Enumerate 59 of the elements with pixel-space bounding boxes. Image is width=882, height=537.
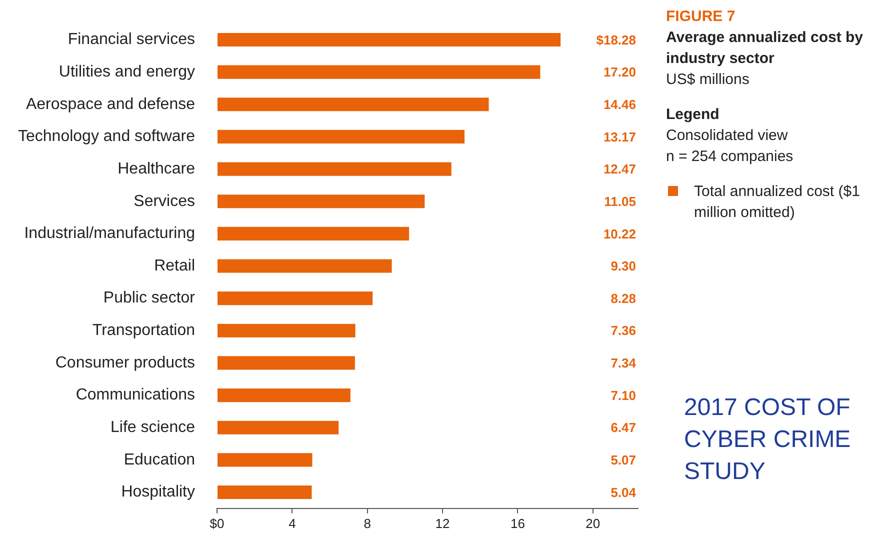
y-tick-label: Industrial/manufacturing bbox=[24, 225, 195, 242]
bar bbox=[218, 324, 356, 338]
bar bbox=[218, 130, 465, 144]
bar bbox=[218, 226, 410, 240]
y-tick-label: Utilities and energy bbox=[58, 63, 195, 80]
data-label: 10.22 bbox=[603, 226, 636, 242]
data-label: 13.17 bbox=[603, 129, 636, 144]
y-tick-label: Financial services bbox=[68, 31, 195, 48]
bar bbox=[218, 292, 373, 306]
data-label: 6.47 bbox=[610, 420, 636, 436]
data-label: 5.04 bbox=[610, 484, 637, 500]
x-tick-label: 8 bbox=[364, 516, 371, 531]
x-tick-label: 12 bbox=[435, 516, 450, 531]
y-tick-label: Hospitality bbox=[121, 484, 195, 501]
legend-label: Total annualized cost ($1 million omitted) bbox=[694, 182, 861, 223]
y-tick-label: Aerospace and defense bbox=[26, 96, 196, 113]
y-tick-label: Transportation bbox=[92, 322, 195, 340]
text: Consolidated view bbox=[666, 126, 789, 146]
y-tick-label: Life science bbox=[110, 419, 196, 436]
text: Legend bbox=[666, 105, 720, 125]
bar bbox=[218, 162, 452, 176]
bar bbox=[218, 65, 540, 79]
bar bbox=[218, 356, 355, 370]
data-label: 8.28 bbox=[610, 290, 636, 306]
text: 2017 COST OF CYBER CRIME STUDY bbox=[684, 393, 852, 487]
x-tick-label: 4 bbox=[288, 516, 296, 531]
caption: FIGURE 7 bbox=[666, 7, 736, 27]
text: Average annualized cost by industry sector bbox=[666, 28, 864, 69]
x-tick-label: 16 bbox=[510, 516, 525, 531]
data-label: 7.36 bbox=[610, 323, 636, 338]
bar bbox=[218, 453, 312, 467]
text: US$ millions bbox=[666, 70, 750, 90]
y-tick-label: Public sector bbox=[103, 290, 196, 307]
bar bbox=[218, 420, 339, 434]
data-label: 7.10 bbox=[610, 388, 636, 403]
data-label: 17.20 bbox=[603, 64, 636, 80]
y-tick-label: Services bbox=[134, 192, 195, 210]
bar bbox=[218, 194, 425, 208]
data-label: 7.34 bbox=[610, 356, 637, 371]
y-tick-label: Communications bbox=[76, 386, 195, 404]
data-label: 9.30 bbox=[610, 258, 636, 274]
data-label: $18.28 bbox=[596, 32, 636, 48]
y-tick-label: Healthcare bbox=[118, 160, 196, 178]
data-label: 12.47 bbox=[603, 162, 636, 177]
bar bbox=[218, 98, 489, 112]
y-tick-label: Consumer products bbox=[55, 354, 195, 372]
x-tick-label: $0 bbox=[210, 516, 224, 531]
x-tick-label: 20 bbox=[586, 516, 600, 531]
data-label: 11.05 bbox=[604, 194, 636, 209]
bar bbox=[218, 388, 350, 402]
y-tick-label: Retail bbox=[154, 257, 195, 274]
y-tick-label: Technology and software bbox=[18, 128, 196, 146]
bar bbox=[218, 485, 312, 500]
y-tick-label: Education bbox=[124, 451, 195, 468]
data-label: 14.46 bbox=[603, 96, 636, 112]
bar bbox=[218, 32, 561, 47]
data-label: 5.07 bbox=[610, 452, 636, 468]
bar bbox=[218, 259, 392, 273]
text: n = 254 companies bbox=[666, 147, 794, 167]
